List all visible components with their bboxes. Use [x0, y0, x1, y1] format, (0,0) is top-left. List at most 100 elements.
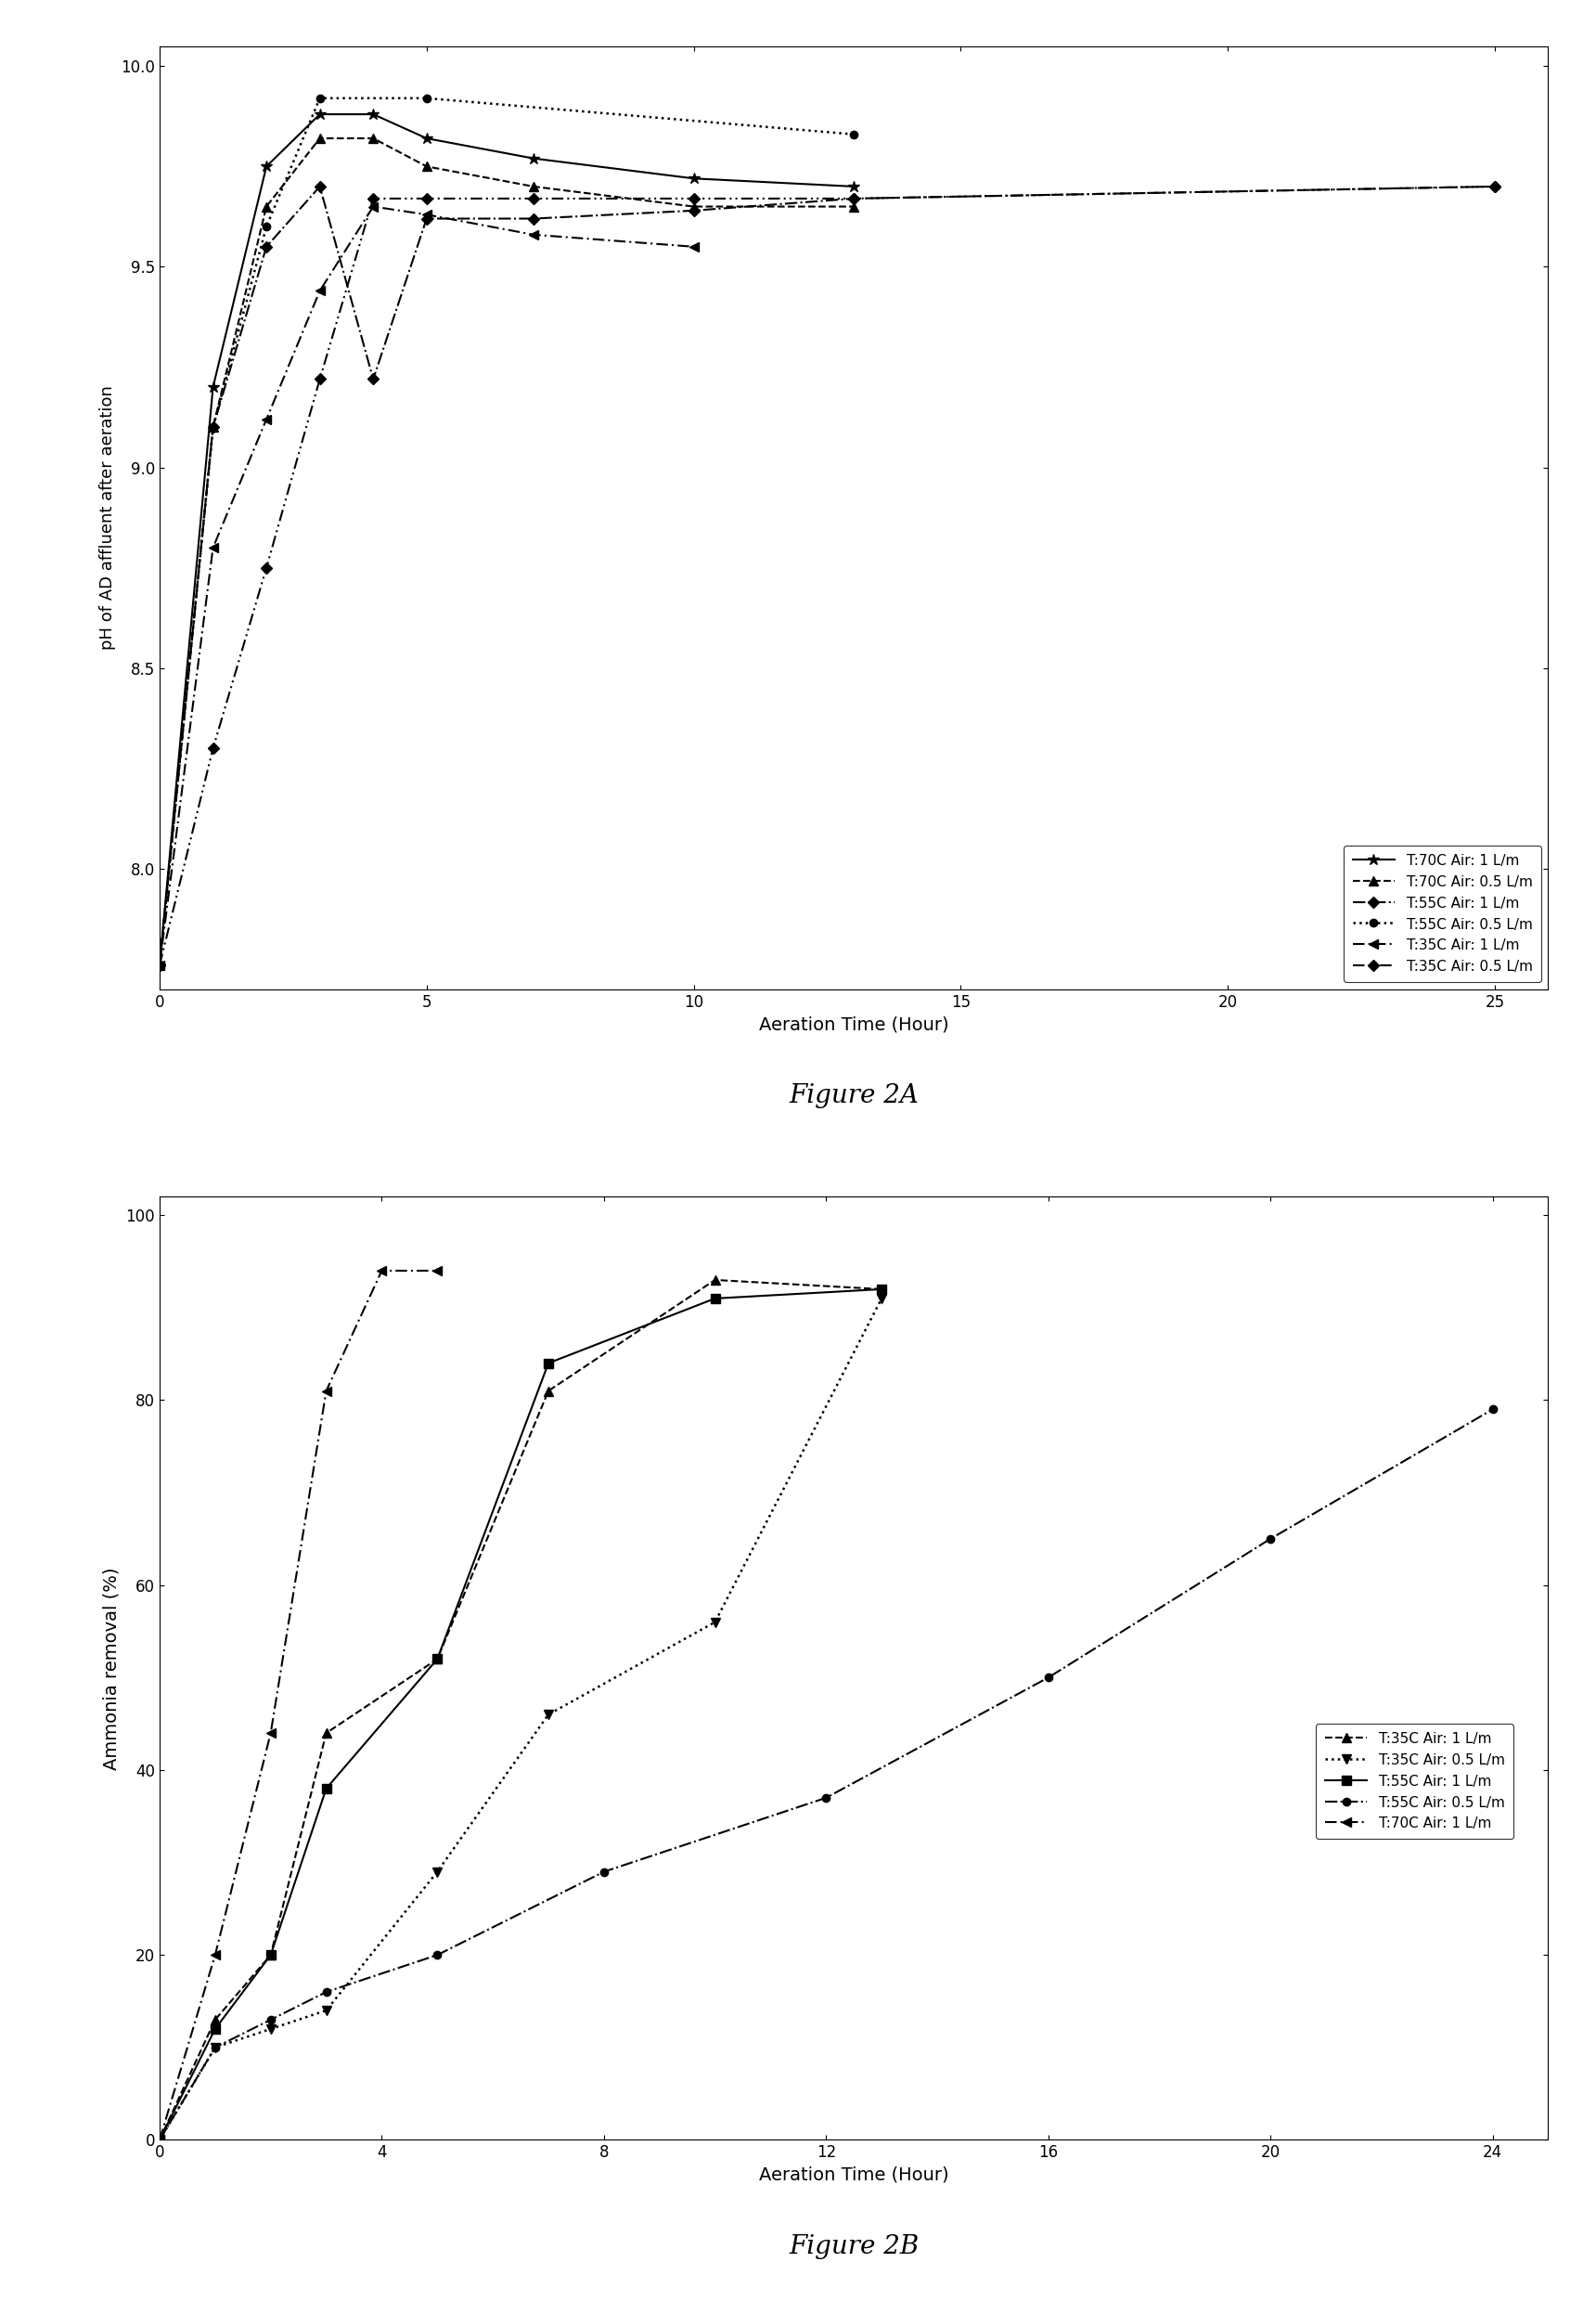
T:35C Air: 0.5 L/m: (10, 9.67): 0.5 L/m: (10, 9.67)	[685, 184, 704, 212]
T:55C Air: 0.5 L/m: (0, 0): 0.5 L/m: (0, 0)	[150, 2126, 169, 2154]
T:35C Air: 0.5 L/m: (3, 9.22): 0.5 L/m: (3, 9.22)	[310, 366, 329, 393]
T:70C Air: 1 L/m: (10, 9.72): 1 L/m: (10, 9.72)	[685, 166, 704, 193]
Line: T:35C Air: 1 L/m: T:35C Air: 1 L/m	[155, 1275, 886, 2145]
T:55C Air: 1 L/m: (0, 7.76): 1 L/m: (0, 7.76)	[150, 950, 169, 978]
T:55C Air: 1 L/m: (10, 9.64): 1 L/m: (10, 9.64)	[685, 198, 704, 225]
Legend: T:35C Air: 1 L/m, T:35C Air: 0.5 L/m, T:55C Air: 1 L/m, T:55C Air: 0.5 L/m, T:70: T:35C Air: 1 L/m, T:35C Air: 0.5 L/m, T:…	[1317, 1723, 1513, 1838]
T:35C Air: 1 L/m: (3, 44): 1 L/m: (3, 44)	[316, 1719, 335, 1746]
T:55C Air: 1 L/m: (2, 9.55): 1 L/m: (2, 9.55)	[257, 232, 276, 260]
T:35C Air: 0.5 L/m: (25, 9.7): 0.5 L/m: (25, 9.7)	[1486, 173, 1505, 200]
T:55C Air: 1 L/m: (7, 84): 1 L/m: (7, 84)	[539, 1348, 559, 1376]
T:55C Air: 1 L/m: (3, 38): 1 L/m: (3, 38)	[316, 1774, 335, 1802]
T:35C Air: 1 L/m: (10, 93): 1 L/m: (10, 93)	[705, 1266, 725, 1293]
T:35C Air: 0.5 L/m: (13, 91): 0.5 L/m: (13, 91)	[871, 1284, 891, 1312]
Line: T:70C Air: 1 L/m: T:70C Air: 1 L/m	[155, 1266, 442, 2145]
T:70C Air: 1 L/m: (13, 9.7): 1 L/m: (13, 9.7)	[844, 173, 863, 200]
X-axis label: Aeration Time (Hour): Aeration Time (Hour)	[760, 1015, 948, 1033]
T:55C Air: 1 L/m: (5, 52): 1 L/m: (5, 52)	[428, 1645, 447, 1673]
T:55C Air: 0.5 L/m: (3, 16): 0.5 L/m: (3, 16)	[316, 1979, 335, 2006]
T:70C Air: 0.5 L/m: (4, 9.82): 0.5 L/m: (4, 9.82)	[364, 124, 383, 152]
T:70C Air: 1 L/m: (4, 94): 1 L/m: (4, 94)	[372, 1256, 391, 1284]
Line: T:55C Air: 0.5 L/m: T:55C Air: 0.5 L/m	[156, 1406, 1497, 2145]
T:55C Air: 0.5 L/m: (2, 9.6): 0.5 L/m: (2, 9.6)	[257, 212, 276, 239]
T:55C Air: 0.5 L/m: (20, 65): 0.5 L/m: (20, 65)	[1261, 1526, 1280, 1553]
T:35C Air: 1 L/m: (7, 81): 1 L/m: (7, 81)	[539, 1376, 559, 1404]
T:70C Air: 0.5 L/m: (1, 9.1): 0.5 L/m: (1, 9.1)	[203, 414, 222, 442]
T:55C Air: 1 L/m: (25, 9.7): 1 L/m: (25, 9.7)	[1486, 173, 1505, 200]
T:55C Air: 0.5 L/m: (13, 9.83): 0.5 L/m: (13, 9.83)	[844, 120, 863, 147]
T:55C Air: 1 L/m: (10, 91): 1 L/m: (10, 91)	[705, 1284, 725, 1312]
T:55C Air: 0.5 L/m: (24, 79): 0.5 L/m: (24, 79)	[1483, 1397, 1502, 1424]
Line: T:35C Air: 1 L/m: T:35C Air: 1 L/m	[155, 202, 697, 969]
T:55C Air: 0.5 L/m: (2, 13): 0.5 L/m: (2, 13)	[262, 2006, 281, 2034]
Line: T:55C Air: 1 L/m: T:55C Air: 1 L/m	[156, 182, 1499, 969]
T:35C Air: 1 L/m: (5, 9.63): 1 L/m: (5, 9.63)	[417, 200, 436, 228]
T:55C Air: 1 L/m: (2, 20): 1 L/m: (2, 20)	[262, 1942, 281, 1970]
T:35C Air: 0.5 L/m: (0, 7.76): 0.5 L/m: (0, 7.76)	[150, 950, 169, 978]
T:35C Air: 0.5 L/m: (1, 8.3): 0.5 L/m: (1, 8.3)	[203, 734, 222, 762]
T:35C Air: 1 L/m: (0, 7.76): 1 L/m: (0, 7.76)	[150, 950, 169, 978]
T:55C Air: 1 L/m: (13, 92): 1 L/m: (13, 92)	[871, 1275, 891, 1302]
T:70C Air: 0.5 L/m: (7, 9.7): 0.5 L/m: (7, 9.7)	[523, 173, 543, 200]
Legend: T:70C Air: 1 L/m, T:70C Air: 0.5 L/m, T:55C Air: 1 L/m, T:55C Air: 0.5 L/m, T:35: T:70C Air: 1 L/m, T:70C Air: 0.5 L/m, T:…	[1344, 847, 1542, 983]
T:55C Air: 1 L/m: (7, 9.62): 1 L/m: (7, 9.62)	[523, 205, 543, 232]
T:55C Air: 1 L/m: (13, 9.67): 1 L/m: (13, 9.67)	[844, 184, 863, 212]
T:35C Air: 0.5 L/m: (13, 9.67): 0.5 L/m: (13, 9.67)	[844, 184, 863, 212]
T:35C Air: 0.5 L/m: (10, 56): 0.5 L/m: (10, 56)	[705, 1608, 725, 1636]
T:70C Air: 1 L/m: (5, 9.82): 1 L/m: (5, 9.82)	[417, 124, 436, 152]
T:35C Air: 0.5 L/m: (2, 12): 0.5 L/m: (2, 12)	[262, 2016, 281, 2043]
T:55C Air: 0.5 L/m: (5, 20): 0.5 L/m: (5, 20)	[428, 1942, 447, 1970]
T:70C Air: 1 L/m: (1, 20): 1 L/m: (1, 20)	[206, 1942, 225, 1970]
T:55C Air: 0.5 L/m: (1, 9.1): 0.5 L/m: (1, 9.1)	[203, 414, 222, 442]
T:35C Air: 0.5 L/m: (1, 10): 0.5 L/m: (1, 10)	[206, 2034, 225, 2062]
T:35C Air: 1 L/m: (3, 9.44): 1 L/m: (3, 9.44)	[310, 276, 329, 304]
T:70C Air: 1 L/m: (0, 7.76): 1 L/m: (0, 7.76)	[150, 950, 169, 978]
T:35C Air: 0.5 L/m: (3, 14): 0.5 L/m: (3, 14)	[316, 1997, 335, 2025]
T:70C Air: 0.5 L/m: (10, 9.65): 0.5 L/m: (10, 9.65)	[685, 193, 704, 221]
T:55C Air: 1 L/m: (4, 9.22): 1 L/m: (4, 9.22)	[364, 366, 383, 393]
Y-axis label: pH of AD affluent after aeration: pH of AD affluent after aeration	[99, 384, 117, 649]
X-axis label: Aeration Time (Hour): Aeration Time (Hour)	[760, 2165, 948, 2184]
T:35C Air: 0.5 L/m: (7, 9.67): 0.5 L/m: (7, 9.67)	[523, 184, 543, 212]
T:55C Air: 0.5 L/m: (8, 29): 0.5 L/m: (8, 29)	[594, 1857, 613, 1885]
T:35C Air: 0.5 L/m: (4, 9.67): 0.5 L/m: (4, 9.67)	[364, 184, 383, 212]
Line: T:70C Air: 0.5 L/m: T:70C Air: 0.5 L/m	[155, 133, 859, 969]
T:70C Air: 1 L/m: (7, 9.77): 1 L/m: (7, 9.77)	[523, 145, 543, 173]
T:35C Air: 1 L/m: (10, 9.55): 1 L/m: (10, 9.55)	[685, 232, 704, 260]
Line: T:35C Air: 0.5 L/m: T:35C Air: 0.5 L/m	[155, 1293, 886, 2145]
T:35C Air: 0.5 L/m: (7, 46): 0.5 L/m: (7, 46)	[539, 1700, 559, 1728]
Y-axis label: Ammonia removal (%): Ammonia removal (%)	[104, 1567, 121, 1769]
T:70C Air: 0.5 L/m: (5, 9.75): 0.5 L/m: (5, 9.75)	[417, 152, 436, 179]
T:55C Air: 1 L/m: (1, 9.1): 1 L/m: (1, 9.1)	[203, 414, 222, 442]
T:35C Air: 0.5 L/m: (5, 29): 0.5 L/m: (5, 29)	[428, 1857, 447, 1885]
T:35C Air: 1 L/m: (13, 92): 1 L/m: (13, 92)	[871, 1275, 891, 1302]
T:35C Air: 0.5 L/m: (2, 8.75): 0.5 L/m: (2, 8.75)	[257, 555, 276, 582]
T:70C Air: 0.5 L/m: (13, 9.65): 0.5 L/m: (13, 9.65)	[844, 193, 863, 221]
T:70C Air: 1 L/m: (0, 0): 1 L/m: (0, 0)	[150, 2126, 169, 2154]
T:35C Air: 1 L/m: (1, 13): 1 L/m: (1, 13)	[206, 2006, 225, 2034]
T:55C Air: 0.5 L/m: (3, 9.92): 0.5 L/m: (3, 9.92)	[310, 85, 329, 113]
T:55C Air: 0.5 L/m: (5, 9.92): 0.5 L/m: (5, 9.92)	[417, 85, 436, 113]
T:35C Air: 1 L/m: (2, 20): 1 L/m: (2, 20)	[262, 1942, 281, 1970]
T:70C Air: 1 L/m: (5, 94): 1 L/m: (5, 94)	[428, 1256, 447, 1284]
Line: T:55C Air: 0.5 L/m: T:55C Air: 0.5 L/m	[156, 94, 857, 969]
T:55C Air: 0.5 L/m: (16, 50): 0.5 L/m: (16, 50)	[1039, 1664, 1058, 1691]
T:70C Air: 1 L/m: (2, 9.75): 1 L/m: (2, 9.75)	[257, 152, 276, 179]
T:35C Air: 1 L/m: (4, 9.65): 1 L/m: (4, 9.65)	[364, 193, 383, 221]
T:35C Air: 0.5 L/m: (0, 0): 0.5 L/m: (0, 0)	[150, 2126, 169, 2154]
T:35C Air: 0.5 L/m: (5, 9.67): 0.5 L/m: (5, 9.67)	[417, 184, 436, 212]
T:55C Air: 0.5 L/m: (0, 7.76): 0.5 L/m: (0, 7.76)	[150, 950, 169, 978]
T:35C Air: 1 L/m: (1, 8.8): 1 L/m: (1, 8.8)	[203, 534, 222, 561]
Text: Figure 2B: Figure 2B	[788, 2234, 919, 2260]
T:70C Air: 0.5 L/m: (3, 9.82): 0.5 L/m: (3, 9.82)	[310, 124, 329, 152]
Line: T:70C Air: 1 L/m: T:70C Air: 1 L/m	[153, 108, 860, 971]
T:55C Air: 1 L/m: (0, 0): 1 L/m: (0, 0)	[150, 2126, 169, 2154]
Line: T:35C Air: 0.5 L/m: T:35C Air: 0.5 L/m	[156, 182, 1499, 969]
T:55C Air: 0.5 L/m: (12, 37): 0.5 L/m: (12, 37)	[817, 1783, 836, 1811]
T:70C Air: 1 L/m: (3, 9.88): 1 L/m: (3, 9.88)	[310, 101, 329, 129]
T:35C Air: 1 L/m: (2, 9.12): 1 L/m: (2, 9.12)	[257, 405, 276, 433]
T:35C Air: 1 L/m: (0, 0): 1 L/m: (0, 0)	[150, 2126, 169, 2154]
T:70C Air: 1 L/m: (4, 9.88): 1 L/m: (4, 9.88)	[364, 101, 383, 129]
T:70C Air: 1 L/m: (2, 44): 1 L/m: (2, 44)	[262, 1719, 281, 1746]
T:55C Air: 1 L/m: (3, 9.7): 1 L/m: (3, 9.7)	[310, 173, 329, 200]
